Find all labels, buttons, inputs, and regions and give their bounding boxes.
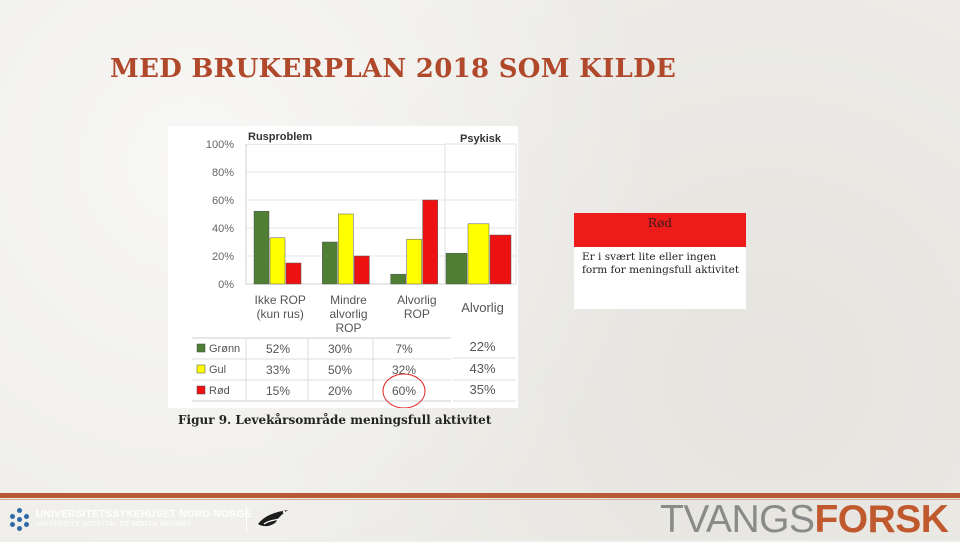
bar-Rød-2 (422, 199, 438, 285)
data-label-psykisk: 43% (469, 361, 495, 376)
bar-Grønn-1 (322, 241, 338, 285)
legend-label-Rød: Rød (209, 385, 230, 397)
y-tick-label: 60% (212, 195, 234, 207)
data-label: 52% (266, 342, 290, 356)
x-category-label: (kun rus) (256, 307, 303, 321)
hospital-logo-icon (8, 508, 32, 532)
y-tick-label: 80% (212, 167, 234, 179)
chart-title-psykisk: Psykisk (460, 133, 502, 145)
data-label: 50% (328, 363, 352, 377)
bar-Gul-1 (338, 213, 354, 285)
x-category-label: ROP (335, 321, 361, 335)
data-label-psykisk: 35% (469, 382, 495, 397)
data-label: 20% (328, 384, 352, 398)
bar-psykisk-Gul (467, 223, 490, 285)
bar-Gul-0 (269, 237, 286, 285)
chart-title-rusproblem: Rusproblem (248, 131, 312, 143)
x-category-label: alvorlig (329, 307, 367, 321)
bird-icon (258, 510, 288, 527)
color-definition-line-2: form for meningsfull aktivitet (582, 264, 740, 276)
bar-Grønn-0 (253, 210, 270, 285)
bar-Rød-0 (285, 262, 302, 285)
tvangsforsk-logo: TVANGSFORSK (660, 498, 949, 542)
data-label: 32% (392, 363, 416, 377)
chart-title-strip (246, 128, 451, 144)
data-label: 7% (395, 342, 413, 356)
legend-swatch-Grønn (196, 343, 206, 353)
bar-psykisk-Rød (489, 234, 512, 285)
data-label: 60% (392, 384, 416, 398)
legend-swatch-Gul (196, 364, 206, 374)
figure-panel: Rusproblem 100% 80% 60% 40% 20% 0% Ikke ROP (kun… (168, 126, 518, 409)
footer-bar (0, 493, 960, 498)
y-tick-label: 40% (212, 223, 234, 235)
legend-label-Gul: Gul (209, 364, 226, 376)
bar-psykisk-Grønn (445, 252, 468, 285)
brand-part-2: FORSK (814, 498, 949, 541)
color-definition-heading: Rød (574, 213, 746, 247)
bar-Gul-2 (406, 238, 422, 285)
figure-caption: Figur 9. Levekårsområde meningsfull akti… (178, 413, 492, 427)
data-label-psykisk: 22% (469, 339, 495, 354)
data-label: 30% (328, 342, 352, 356)
brand-part-1: TVANGS (660, 498, 815, 541)
footer-bar-thin (0, 499, 960, 500)
legend-label-Grønn: Grønn (209, 343, 240, 355)
bar-Grønn-2 (390, 273, 406, 285)
color-definition-box: Rød Er i svært lite eller ingen form for… (574, 213, 746, 309)
hospital-name: UNIVERSITETSSYKEHUSET NORD-NORGE (36, 509, 252, 520)
data-label: 33% (266, 363, 290, 377)
x-category-label-psykisk: Alvorlig (461, 300, 504, 315)
x-category-label: ROP (404, 307, 430, 321)
hospital-logo: UNIVERSITETSSYKEHUSET NORD-NORGE UNIVERS… (8, 506, 252, 534)
color-definition-line-1: Er i svært lite eller ingen (582, 251, 717, 263)
y-tick-label: 0% (218, 279, 234, 291)
x-category-label: Mindre (330, 293, 367, 307)
y-tick-label: 100% (206, 139, 234, 151)
y-tick-label: 20% (212, 251, 234, 263)
bar-Rød-1 (354, 255, 370, 285)
data-label: 15% (266, 384, 290, 398)
slide-title: MED BRUKERPLAN 2018 SOM KILDE (110, 54, 677, 84)
hospital-logo-text: UNIVERSITETSSYKEHUSET NORD-NORGE UNIVERS… (36, 510, 252, 530)
x-category-label: Alvorlig (397, 293, 436, 307)
color-definition-text: Er i svært lite eller ingen form for men… (574, 247, 746, 277)
legend-swatch-Rød (196, 385, 206, 395)
x-category-label: Ikke ROP (254, 293, 305, 307)
hospital-name-english: UNIVERSITY HOSPITAL OF NORTH NORWAY (36, 521, 192, 528)
footer-separator (246, 506, 247, 532)
figure-chart: Rusproblem 100% 80% 60% 40% 20% 0% Ikke ROP(kun… (192, 128, 517, 409)
